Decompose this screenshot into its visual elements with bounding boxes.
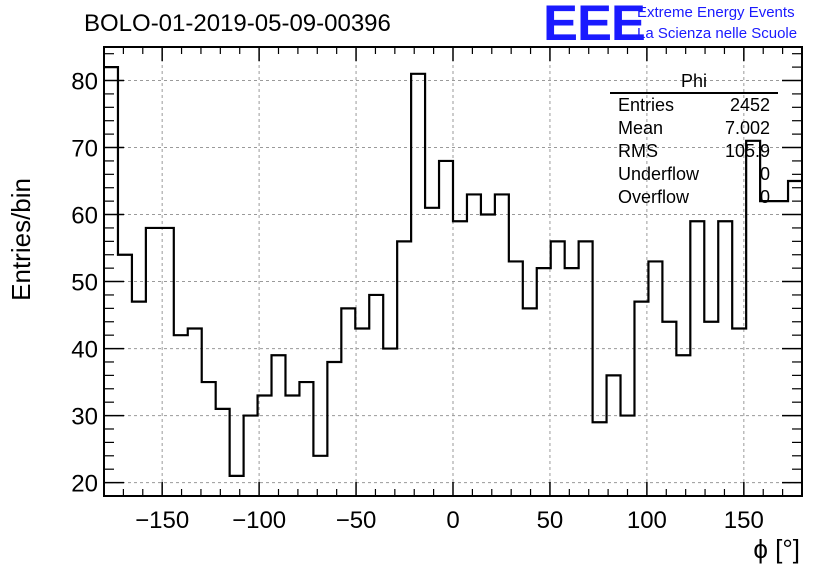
- y-tick-label: 80: [71, 69, 98, 96]
- logo-text-line2: La Scienza nelle Scuole: [637, 25, 798, 42]
- stats-row-mean: Mean 7.002: [610, 117, 778, 140]
- stats-row-underflow: Underflow 0: [610, 163, 778, 186]
- histogram-series: [104, 66, 802, 477]
- x-tick-label: 150: [724, 507, 764, 534]
- stats-row-rms: RMS 105.9: [610, 140, 778, 163]
- stats-box-title: Phi: [610, 71, 778, 94]
- x-tick-label: −100: [232, 507, 286, 534]
- stats-value: 0: [759, 187, 770, 207]
- x-tick-label: 50: [537, 507, 564, 534]
- x-tick-label: 100: [627, 507, 667, 534]
- y-axis-label: Entries/bin: [6, 178, 36, 301]
- eee-logo: EEE: [543, 0, 646, 51]
- stats-label: Underflow: [618, 164, 700, 184]
- stats-value: 7.002: [724, 118, 770, 138]
- x-axis: −150 −100 −50 0 50 100 150: [103, 47, 803, 534]
- y-tick-label: 60: [71, 203, 98, 230]
- stats-label: Mean: [618, 118, 664, 138]
- stats-label: RMS: [618, 141, 658, 161]
- chart-title: BOLO-01-2019-05-09-00396: [84, 10, 391, 37]
- stats-value: 2452: [729, 95, 770, 115]
- stats-label: Overflow: [618, 187, 690, 207]
- x-tick-label: −50: [336, 507, 377, 534]
- stats-value: 0: [759, 164, 770, 184]
- y-tick-label: 40: [71, 337, 98, 364]
- y-tick-label: 50: [71, 270, 98, 297]
- stats-label: Entries: [618, 95, 675, 115]
- y-axis: 20 30 40 50 60 70 80: [71, 53, 802, 498]
- x-tick-label: −150: [135, 507, 189, 534]
- y-tick-label: 70: [71, 136, 98, 163]
- logo-text-line1: Extreme Energy Events: [637, 4, 795, 21]
- stats-value: 105.9: [724, 141, 770, 161]
- stats-box: Phi Entries 2452 Mean 7.002 RMS 105.9 Under…: [610, 71, 778, 209]
- stats-row-entries: Entries 2452: [610, 94, 778, 117]
- stats-row-overflow: Overflow 0: [610, 186, 778, 209]
- x-axis-label: ϕ [°]: [753, 534, 800, 564]
- x-tick-label: 0: [446, 507, 459, 534]
- y-tick-label: 20: [71, 471, 98, 498]
- y-tick-label: 30: [71, 404, 98, 431]
